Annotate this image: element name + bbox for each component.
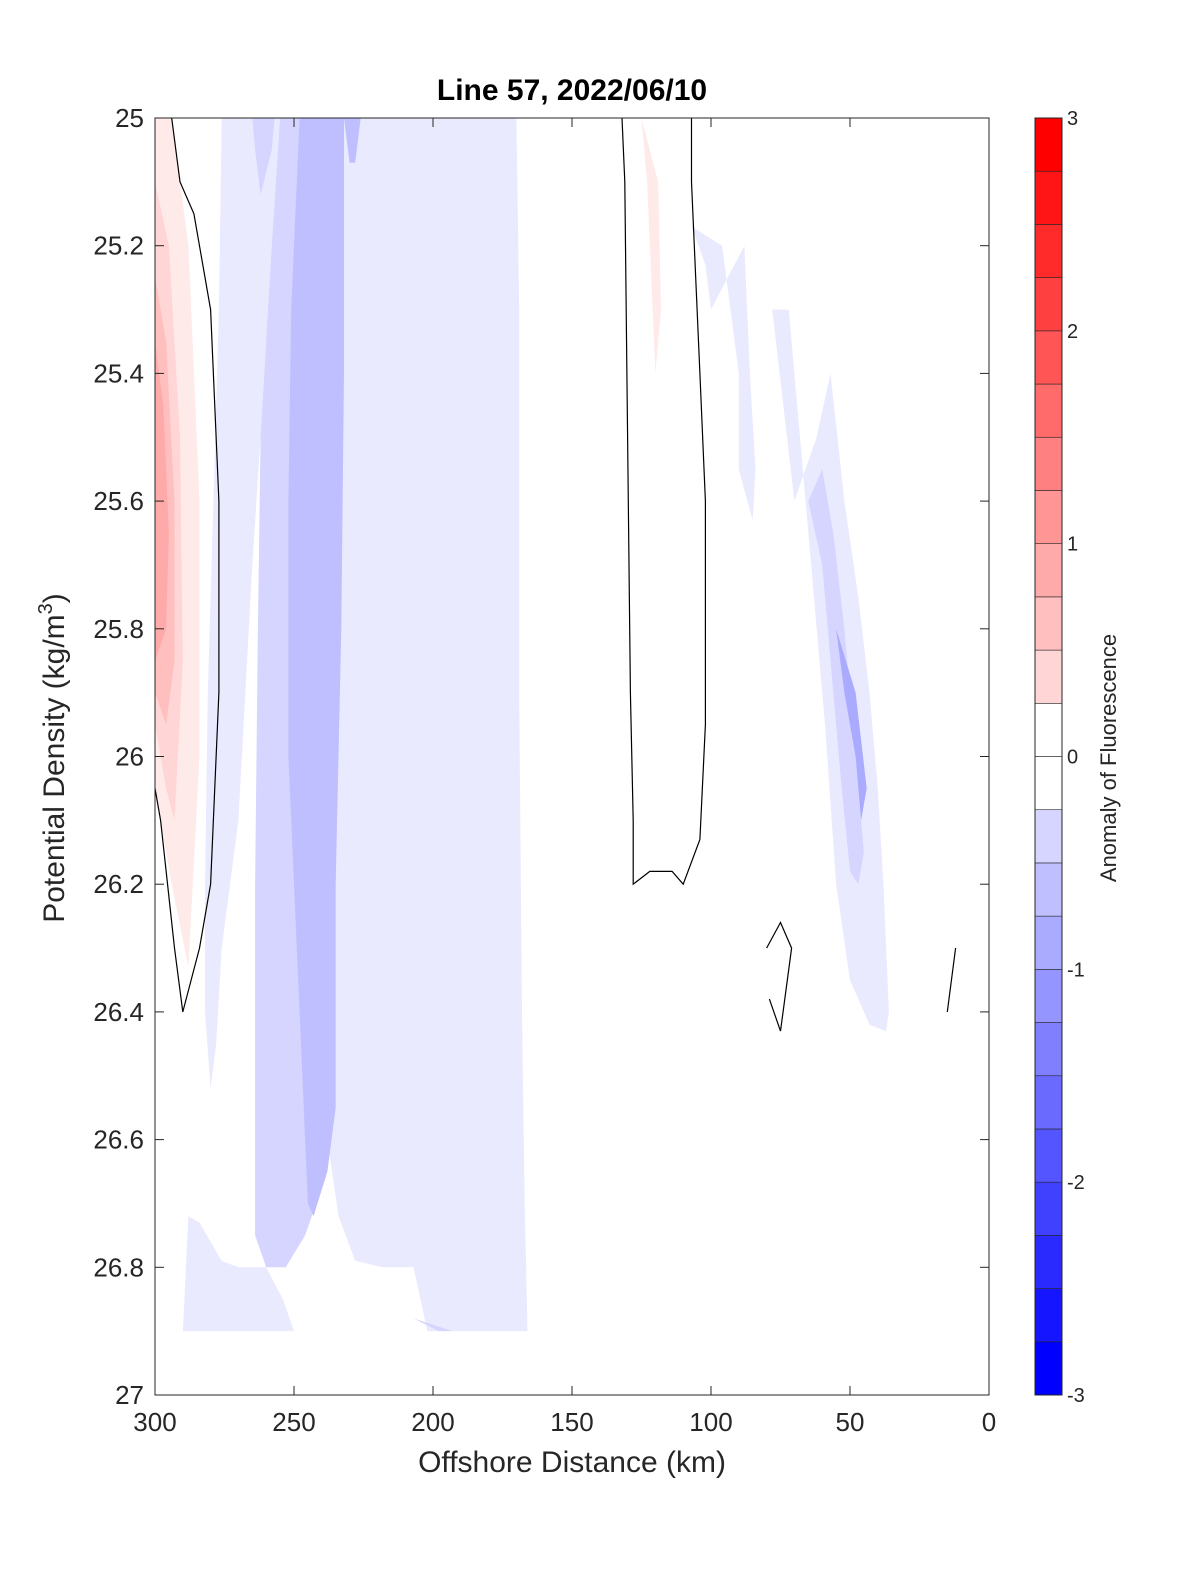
colorbar-title: Anomaly of Fluorescence	[1096, 634, 1121, 882]
zero-contour-line	[946, 948, 957, 1012]
y-tick-label: 25	[115, 103, 144, 133]
colorbar-band	[1034, 969, 1063, 1023]
anomaly-region	[238, 118, 275, 195]
y-axis-title-text: Potential Density (kg/m	[38, 614, 71, 922]
y-tick-label: 25.8	[93, 614, 144, 644]
y-tick-label: 27	[115, 1380, 144, 1410]
colorbar-band	[1034, 596, 1063, 651]
colorbar-band	[1034, 1022, 1063, 1077]
y-axis-title-close: )	[38, 593, 71, 603]
anomaly-region	[413, 1318, 453, 1332]
colorbar-band	[1034, 436, 1063, 491]
y-axis-title: Potential Density (kg/m3)	[35, 593, 71, 923]
colorbar-ticks: -3 -2 -1 0 1 2 3	[1067, 108, 1085, 1407]
x-tick-label: 0	[982, 1407, 996, 1437]
x-tick-label: 200	[411, 1407, 454, 1437]
anomaly-regions	[155, 118, 889, 1332]
colorbar-band	[1034, 117, 1063, 172]
anomaly-region	[182, 1216, 294, 1332]
colorbar-band	[1034, 649, 1063, 704]
x-tick-label: 50	[836, 1407, 865, 1437]
y-tick-label: 26.8	[93, 1252, 144, 1282]
colorbar-band	[1034, 756, 1063, 811]
colorbar: -3 -2 -1 0 1 2 3 Anomaly of Fluorescence	[1034, 108, 1121, 1407]
colorbar-band	[1034, 170, 1063, 225]
colorbar-tick-label: 1	[1067, 534, 1078, 556]
colorbar-band	[1034, 702, 1063, 757]
colorbar-band	[1034, 277, 1063, 332]
x-tick-label: 100	[689, 1407, 732, 1437]
colorbar-band	[1034, 1288, 1063, 1343]
y-axis-ticks: 25 25.2 25.4 25.6 25.8 26 26.2 26.4 26.6 26.8 27	[93, 103, 989, 1410]
colorbar-tick-label: -2	[1067, 1172, 1085, 1194]
colorbar-band	[1034, 1128, 1063, 1183]
colorbar-band	[1034, 1181, 1063, 1236]
anomaly-region	[205, 118, 528, 1332]
y-tick-label: 26.4	[93, 997, 144, 1027]
y-tick-label: 26	[115, 742, 144, 772]
colorbar-band	[1034, 915, 1063, 970]
colorbar-tick-label: 2	[1067, 321, 1078, 343]
anomaly-region	[344, 118, 361, 163]
plot-area: 300 250 200 150 100 50 0 2525.225.425.625.8262…	[93, 103, 996, 1437]
colorbar-band	[1034, 543, 1063, 598]
x-axis-title: Offshore Distance (km)	[418, 1446, 726, 1479]
y-tick-label: 26.2	[93, 869, 144, 899]
colorbar-band	[1034, 383, 1063, 438]
y-axis-title-superscript: 3	[35, 603, 57, 614]
colorbar-band	[1034, 862, 1063, 917]
colorbar-band	[1034, 1341, 1063, 1396]
colorbar-tick-label: 3	[1067, 108, 1078, 130]
y-tick-label: 25.2	[93, 231, 144, 261]
colorbar-band	[1034, 224, 1063, 278]
x-tick-label: 300	[133, 1407, 176, 1437]
colorbar-band	[1034, 1075, 1063, 1130]
x-tick-label: 250	[272, 1407, 315, 1437]
chart-title: Line 57, 2022/06/10	[437, 74, 707, 107]
colorbar-tick-label: -1	[1067, 959, 1085, 981]
x-axis-ticks: 300 250 200 150 100 50 0	[133, 118, 996, 1437]
y-tick-label: 25.6	[93, 486, 144, 516]
zero-contours	[154, 117, 957, 1032]
anomaly-region	[808, 469, 864, 885]
zero-contour-line	[766, 921, 793, 1032]
colorbar-frame	[1034, 117, 1063, 1396]
anomaly-region	[641, 118, 661, 374]
zero-contour-line	[621, 117, 707, 886]
colorbar-tick-label: -3	[1067, 1385, 1085, 1407]
colorbar-band	[1034, 490, 1063, 544]
zero-contour-line	[154, 117, 220, 1013]
x-tick-label: 150	[550, 1407, 593, 1437]
y-tick-label: 25.4	[93, 358, 144, 388]
colorbar-band	[1034, 330, 1063, 385]
y-tick-label: 26.6	[93, 1125, 144, 1155]
anomaly-region	[288, 118, 344, 1217]
colorbar-bands	[1034, 117, 1063, 1396]
colorbar-tick-label: 0	[1067, 747, 1078, 769]
colorbar-band	[1034, 1235, 1063, 1289]
colorbar-band	[1034, 809, 1063, 864]
anomaly-region	[836, 628, 867, 821]
anomaly-region	[691, 226, 756, 521]
